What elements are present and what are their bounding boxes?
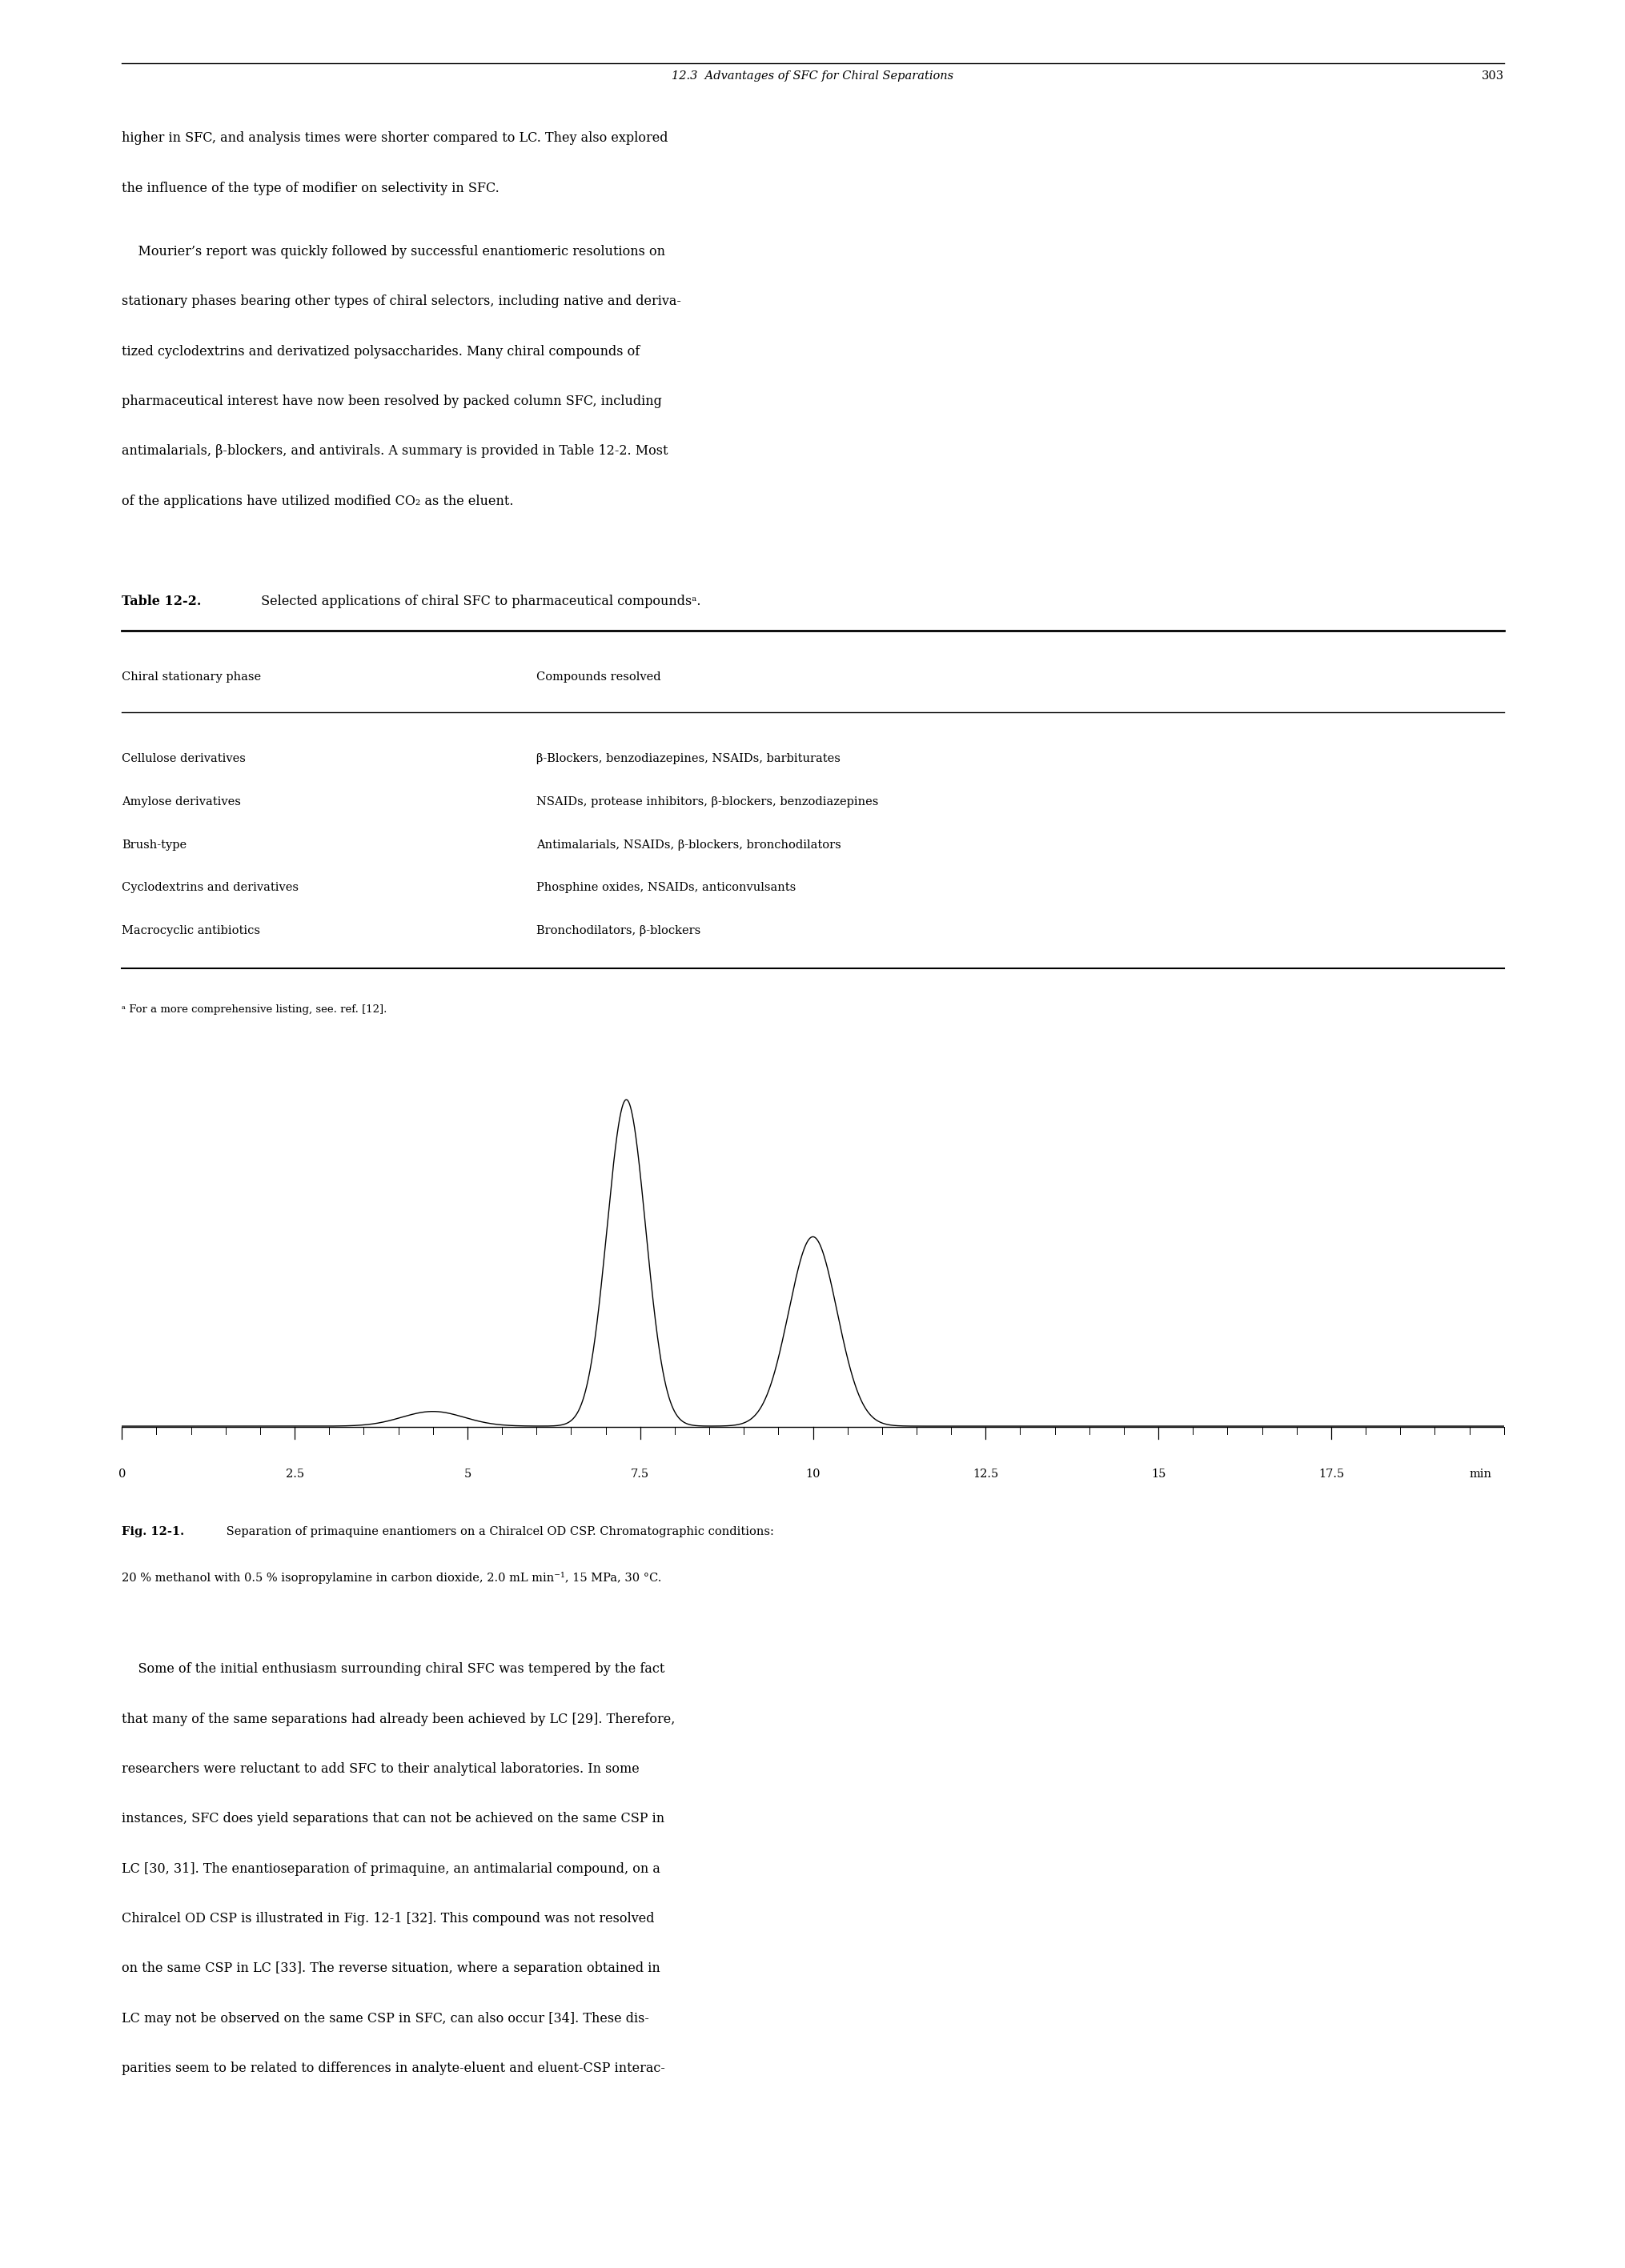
- Text: Bronchodilators, β-blockers: Bronchodilators, β-blockers: [536, 925, 700, 937]
- Text: higher in SFC, and analysis times were shorter compared to LC. They also explore: higher in SFC, and analysis times were s…: [122, 132, 668, 145]
- Text: 303: 303: [1480, 70, 1503, 82]
- Text: 12.5: 12.5: [972, 1470, 998, 1481]
- Text: antimalarials, β-blockers, and antivirals. A summary is provided in Table 12-2. : antimalarials, β-blockers, and antiviral…: [122, 445, 668, 458]
- Text: Phosphine oxides, NSAIDs, anticonvulsants: Phosphine oxides, NSAIDs, anticonvulsant…: [536, 882, 796, 894]
- Text: parities seem to be related to differences in analyte-eluent and eluent-CSP inte: parities seem to be related to differenc…: [122, 2062, 665, 2075]
- Text: instances, SFC does yield separations that can not be achieved on the same CSP i: instances, SFC does yield separations th…: [122, 1812, 665, 1826]
- Text: 10: 10: [804, 1470, 821, 1481]
- Text: Chiralcel OD CSP is illustrated in Fig. 12-1 [32]. This compound was not resolve: Chiralcel OD CSP is illustrated in Fig. …: [122, 1912, 655, 1926]
- Text: Some of the initial enthusiasm surrounding chiral SFC was tempered by the fact: Some of the initial enthusiasm surroundi…: [122, 1662, 665, 1676]
- Text: ᵃ For a more comprehensive listing, see. ref. [12].: ᵃ For a more comprehensive listing, see.…: [122, 1005, 387, 1016]
- Text: Table 12-2.: Table 12-2.: [122, 594, 202, 608]
- Text: Compounds resolved: Compounds resolved: [536, 671, 661, 683]
- Text: Antimalarials, NSAIDs, β-blockers, bronchodilators: Antimalarials, NSAIDs, β-blockers, bronc…: [536, 839, 840, 850]
- Text: Amylose derivatives: Amylose derivatives: [122, 796, 240, 807]
- Text: LC [30, 31]. The enantioseparation of primaquine, an antimalarial compound, on a: LC [30, 31]. The enantioseparation of pr…: [122, 1862, 660, 1876]
- Text: Mourier’s report was quickly followed by successful enantiomeric resolutions on: Mourier’s report was quickly followed by…: [122, 245, 665, 259]
- Text: Macrocyclic antibiotics: Macrocyclic antibiotics: [122, 925, 260, 937]
- Text: 2.5: 2.5: [286, 1470, 304, 1481]
- Text: that many of the same separations had already been achieved by LC [29]. Therefor: that many of the same separations had al…: [122, 1712, 674, 1726]
- Text: Brush-type: Brush-type: [122, 839, 187, 850]
- Text: Fig. 12-1.: Fig. 12-1.: [122, 1526, 184, 1538]
- Text: 20 % methanol with 0.5 % isopropylamine in carbon dioxide, 2.0 mL min⁻¹, 15 MPa,: 20 % methanol with 0.5 % isopropylamine …: [122, 1572, 661, 1583]
- Text: 12.3  Advantages of SFC for Chiral Separations: 12.3 Advantages of SFC for Chiral Separa…: [671, 70, 954, 82]
- Text: pharmaceutical interest have now been resolved by packed column SFC, including: pharmaceutical interest have now been re…: [122, 395, 661, 408]
- Text: Selected applications of chiral SFC to pharmaceutical compoundsᵃ.: Selected applications of chiral SFC to p…: [257, 594, 700, 608]
- Text: min: min: [1469, 1470, 1492, 1481]
- Text: Cyclodextrins and derivatives: Cyclodextrins and derivatives: [122, 882, 299, 894]
- Text: on the same CSP in LC [33]. The reverse situation, where a separation obtained i: on the same CSP in LC [33]. The reverse …: [122, 1962, 660, 1975]
- Text: LC may not be observed on the same CSP in SFC, can also occur [34]. These dis-: LC may not be observed on the same CSP i…: [122, 2012, 648, 2025]
- Text: stationary phases bearing other types of chiral selectors, including native and : stationary phases bearing other types of…: [122, 295, 681, 308]
- Text: 0: 0: [119, 1470, 125, 1481]
- Text: 5: 5: [463, 1470, 471, 1481]
- Text: Separation of primaquine enantiomers on a Chiralcel OD CSP. Chromatographic cond: Separation of primaquine enantiomers on …: [223, 1526, 774, 1538]
- Text: the influence of the type of modifier on selectivity in SFC.: the influence of the type of modifier on…: [122, 181, 499, 195]
- Text: tized cyclodextrins and derivatized polysaccharides. Many chiral compounds of: tized cyclodextrins and derivatized poly…: [122, 345, 640, 358]
- Text: researchers were reluctant to add SFC to their analytical laboratories. In some: researchers were reluctant to add SFC to…: [122, 1762, 639, 1776]
- Text: NSAIDs, protease inhibitors, β-blockers, benzodiazepines: NSAIDs, protease inhibitors, β-blockers,…: [536, 796, 878, 807]
- Text: 17.5: 17.5: [1318, 1470, 1344, 1481]
- Text: β-Blockers, benzodiazepines, NSAIDs, barbiturates: β-Blockers, benzodiazepines, NSAIDs, bar…: [536, 753, 840, 764]
- Text: of the applications have utilized modified CO₂ as the eluent.: of the applications have utilized modifi…: [122, 494, 514, 508]
- Text: 7.5: 7.5: [630, 1470, 648, 1481]
- Text: Chiral stationary phase: Chiral stationary phase: [122, 671, 262, 683]
- Text: 15: 15: [1150, 1470, 1165, 1481]
- Text: Cellulose derivatives: Cellulose derivatives: [122, 753, 245, 764]
